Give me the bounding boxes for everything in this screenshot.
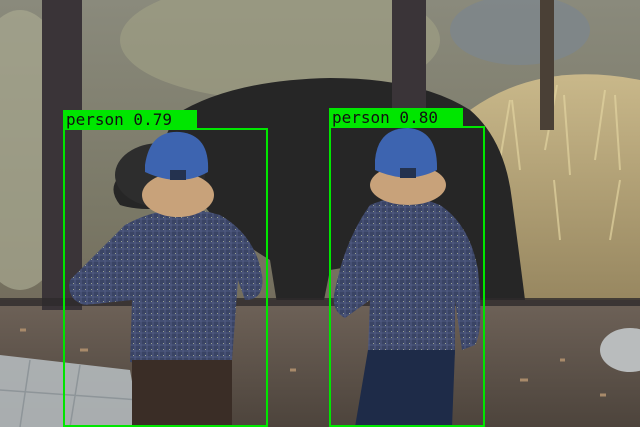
child-left-cap	[145, 131, 209, 180]
foliage-top	[120, 0, 440, 100]
rock-upper-right	[450, 0, 590, 65]
detection-label-person-1: person 0.79	[63, 110, 197, 130]
detection-box-person-1	[63, 128, 268, 427]
child-left	[69, 131, 263, 427]
glass-frame-bottom	[0, 298, 640, 306]
detection-label-person-2: person 0.80	[329, 108, 463, 128]
glass-frame-right-post	[392, 0, 426, 110]
ground-leaves	[20, 328, 606, 397]
child-right-cap-strap	[400, 168, 416, 178]
child-left-cap-strap	[170, 170, 186, 180]
glass-frame-left-post	[42, 0, 82, 310]
tree-trunk	[540, 0, 554, 130]
child-left-jacket	[69, 209, 263, 366]
pavement-lines	[0, 359, 141, 427]
child-left-pants	[132, 360, 232, 427]
detection-box-person-2	[329, 126, 485, 427]
child-right-jacket	[333, 197, 481, 358]
child-right-pants	[355, 350, 455, 427]
child-left-hair	[142, 173, 214, 217]
child-right	[333, 128, 481, 427]
pavement	[0, 355, 140, 427]
child-right-cap	[375, 128, 438, 178]
rock-bottom-right	[600, 328, 640, 372]
